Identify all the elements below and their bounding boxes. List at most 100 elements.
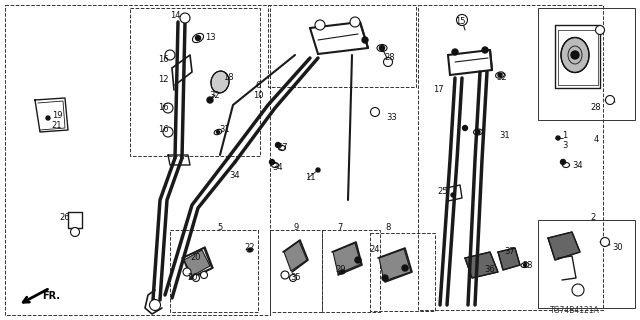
Text: 24: 24 xyxy=(370,245,380,254)
Text: 31: 31 xyxy=(500,131,510,140)
Text: 34: 34 xyxy=(573,161,583,170)
Polygon shape xyxy=(465,252,498,278)
Text: 4: 4 xyxy=(593,135,598,145)
Circle shape xyxy=(163,127,173,137)
Text: 19: 19 xyxy=(52,110,62,119)
Circle shape xyxy=(600,237,609,246)
Polygon shape xyxy=(379,249,411,281)
Bar xyxy=(538,8,635,120)
Circle shape xyxy=(458,17,465,23)
Circle shape xyxy=(451,193,455,197)
Bar xyxy=(170,230,258,312)
Text: 34: 34 xyxy=(230,171,240,180)
Text: 29: 29 xyxy=(336,266,346,275)
Text: 32: 32 xyxy=(497,74,508,83)
Text: 31: 31 xyxy=(220,125,230,134)
Circle shape xyxy=(207,97,213,103)
Text: 15: 15 xyxy=(455,18,465,27)
Circle shape xyxy=(463,125,467,131)
Text: 21: 21 xyxy=(52,122,62,131)
Polygon shape xyxy=(548,232,580,260)
Circle shape xyxy=(602,239,608,245)
Circle shape xyxy=(72,229,78,235)
Circle shape xyxy=(282,273,287,277)
Bar xyxy=(370,233,435,311)
Polygon shape xyxy=(184,250,210,276)
Circle shape xyxy=(350,17,360,27)
Circle shape xyxy=(194,276,198,280)
Circle shape xyxy=(524,263,527,267)
Circle shape xyxy=(572,284,584,296)
Circle shape xyxy=(371,108,380,116)
Ellipse shape xyxy=(561,37,589,73)
Circle shape xyxy=(281,271,289,279)
Bar xyxy=(270,230,322,312)
Circle shape xyxy=(163,103,173,113)
Text: 20: 20 xyxy=(188,274,198,283)
Circle shape xyxy=(164,129,172,135)
Text: 10: 10 xyxy=(253,92,263,100)
Text: 2: 2 xyxy=(590,213,596,222)
Text: 35: 35 xyxy=(291,274,301,283)
Circle shape xyxy=(275,142,280,148)
Circle shape xyxy=(46,116,50,120)
Circle shape xyxy=(315,20,325,30)
Circle shape xyxy=(216,131,220,133)
Circle shape xyxy=(202,273,206,277)
Circle shape xyxy=(316,168,320,172)
Circle shape xyxy=(181,14,189,22)
Text: 9: 9 xyxy=(293,223,299,233)
Bar xyxy=(538,220,635,308)
Text: 1: 1 xyxy=(563,131,568,140)
Circle shape xyxy=(383,58,392,67)
Text: 5: 5 xyxy=(218,223,223,233)
Text: 26: 26 xyxy=(60,213,70,222)
Circle shape xyxy=(269,159,275,164)
Circle shape xyxy=(166,52,173,59)
Circle shape xyxy=(165,50,175,60)
Text: 16: 16 xyxy=(157,125,168,134)
Text: 28: 28 xyxy=(385,53,396,62)
Bar xyxy=(322,230,380,312)
Circle shape xyxy=(184,269,189,275)
Text: FR.: FR. xyxy=(42,291,60,301)
Text: 8: 8 xyxy=(385,223,390,233)
Text: 18: 18 xyxy=(223,74,234,83)
Circle shape xyxy=(402,265,408,271)
Text: 22: 22 xyxy=(244,244,255,252)
Text: 16: 16 xyxy=(157,103,168,113)
Bar xyxy=(268,5,416,87)
Circle shape xyxy=(355,257,361,263)
Text: 3: 3 xyxy=(563,140,568,149)
Circle shape xyxy=(180,13,190,23)
Text: 27: 27 xyxy=(278,143,288,153)
Circle shape xyxy=(317,21,323,28)
Circle shape xyxy=(456,14,467,26)
Text: 17: 17 xyxy=(433,85,444,94)
Text: 7: 7 xyxy=(337,223,342,233)
Circle shape xyxy=(289,275,296,282)
Text: 37: 37 xyxy=(504,247,515,257)
Circle shape xyxy=(607,97,613,103)
Circle shape xyxy=(556,136,560,140)
Text: 36: 36 xyxy=(484,266,495,275)
Text: 32: 32 xyxy=(210,91,220,100)
Text: 30: 30 xyxy=(612,244,623,252)
Circle shape xyxy=(164,105,172,111)
Circle shape xyxy=(195,36,200,41)
Circle shape xyxy=(151,301,159,309)
Circle shape xyxy=(498,73,502,77)
Ellipse shape xyxy=(211,71,229,93)
Text: 33: 33 xyxy=(387,114,397,123)
Circle shape xyxy=(193,275,200,282)
Text: 14: 14 xyxy=(170,11,180,20)
Circle shape xyxy=(351,19,358,26)
Circle shape xyxy=(200,271,207,278)
Circle shape xyxy=(150,300,161,310)
Text: 11: 11 xyxy=(305,173,316,182)
Text: 34: 34 xyxy=(273,164,284,172)
Text: 28: 28 xyxy=(591,103,602,113)
Bar xyxy=(418,5,603,310)
Circle shape xyxy=(382,275,388,281)
Circle shape xyxy=(482,47,488,53)
